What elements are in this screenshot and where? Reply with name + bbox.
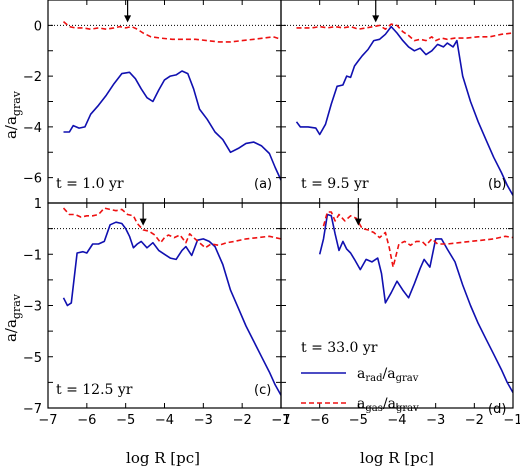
y-tick-label: −2 <box>23 70 42 85</box>
x-tick-label: −3 <box>194 413 213 428</box>
y-tick-label: 0 <box>34 19 42 34</box>
x-tick-label: −5 <box>349 413 368 428</box>
panel-label: (a) <box>254 177 272 192</box>
x-tick-label: −3 <box>426 413 445 428</box>
time-label: t = 9.5 yr <box>301 176 369 192</box>
x-tick-label: −6 <box>77 413 96 428</box>
x-tick-label: −2 <box>465 413 484 428</box>
rad-ratio-line <box>63 70 281 181</box>
y-axis-title-bottom: a/agrav <box>2 293 23 342</box>
rad-ratio-line <box>318 213 513 393</box>
arrow-marker-head <box>354 218 362 226</box>
y-tick-label: 1 <box>34 197 42 212</box>
panel-d: −7 −6 −5 −4 −3 −2 −1 t = 33.0 yr (d) <box>271 202 520 428</box>
panel-frame <box>47 0 282 204</box>
legend-label-gas: agas/agrav <box>357 396 419 414</box>
panel-label: (c) <box>254 383 271 398</box>
gas-ratio-line <box>62 207 281 249</box>
panel-label: (d) <box>488 402 506 417</box>
rad-ratio-line <box>62 221 281 396</box>
y-tick-label: −1 <box>23 248 42 263</box>
x-tick-label: −7 <box>38 413 57 428</box>
x-tick-label: −4 <box>387 413 406 428</box>
x-tick-label: −1 <box>503 413 520 428</box>
panel-frame <box>280 0 514 204</box>
panel-b: t = 9.5 yr (b) <box>280 0 514 204</box>
y-tick-label: −3 <box>23 300 42 315</box>
x-tick-label: −6 <box>310 413 329 428</box>
time-label: t = 33.0 yr <box>301 340 378 356</box>
x-tick-label: −7 <box>271 413 290 428</box>
x-tick-label: −2 <box>233 413 252 428</box>
time-label: t = 12.5 yr <box>56 382 133 398</box>
gas-ratio-line <box>62 20 281 43</box>
y-tick-label: −6 <box>23 172 42 187</box>
gas-ratio-line <box>322 211 513 268</box>
arrow-marker-head <box>124 15 132 23</box>
x-axis-title-right: log R [pc] <box>360 449 434 467</box>
panel-a: −6 −4 −2 0 t = 1.0 yr (a) <box>23 0 282 204</box>
y-axis-title-top: a/agrav <box>2 90 23 139</box>
x-tick-label: −4 <box>155 413 174 428</box>
panel-label: (b) <box>488 177 506 192</box>
x-tick-label: −5 <box>116 413 135 428</box>
rad-ratio-line <box>295 25 513 196</box>
y-tick-label: −4 <box>23 121 42 136</box>
x-axis-title-left: log R [pc] <box>126 449 200 467</box>
x-tick-label: −1 <box>271 413 290 428</box>
legend: arad/agrav agas/agrav <box>301 366 419 414</box>
gas-ratio-line <box>296 23 513 42</box>
time-label: t = 1.0 yr <box>56 176 124 192</box>
arrow-marker-head <box>139 218 147 226</box>
y-tick-label: −5 <box>23 351 42 366</box>
panel-frame <box>47 202 282 409</box>
legend-label-rad: arad/agrav <box>357 366 419 384</box>
y-tick-label: −7 <box>23 402 42 417</box>
panel-c: −7 −5 −3 −1 1 −7 −6 −5 −4 −3 −2 −1 t = 12.5 yr (c) <box>23 197 291 428</box>
arrow-marker-head <box>372 15 380 23</box>
